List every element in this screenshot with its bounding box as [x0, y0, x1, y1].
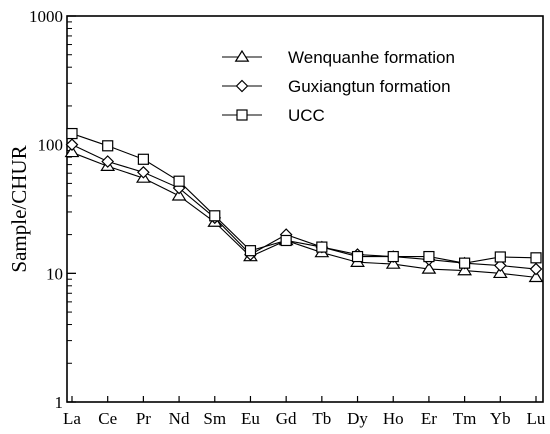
x-tick-label-pr: Pr	[136, 409, 151, 428]
x-tick-label-gd: Gd	[276, 409, 297, 428]
data-point-er	[423, 250, 435, 263]
series-line	[71, 133, 537, 264]
series-2	[65, 138, 543, 276]
data-point-la	[65, 138, 79, 152]
data-point-lu	[530, 252, 542, 264]
legend-item-3: UCC	[222, 106, 325, 125]
data-point-ho	[387, 250, 399, 263]
data-point-tb	[316, 241, 328, 253]
data-point-pr	[137, 153, 149, 165]
x-tick-label-tb: Tb	[312, 409, 331, 428]
y-tick-label: 1	[55, 393, 64, 412]
x-axis-ticks: La Ce Pr Nd Sm Eu Gd Tb Dy Ho Er Tm Yb Lu	[63, 396, 546, 428]
data-point-gd	[280, 234, 292, 247]
data-point-pr	[137, 165, 150, 179]
data-point-nd	[171, 188, 187, 201]
legend-label: Guxiangtun formation	[288, 77, 451, 96]
series-3	[66, 127, 542, 269]
diamond-icon	[235, 79, 249, 93]
x-tick-label-er: Er	[421, 409, 437, 428]
data-point-la	[64, 145, 80, 158]
x-tick-label-la: La	[63, 409, 81, 428]
x-tick-label-ho: Ho	[383, 409, 404, 428]
data-point-tm	[459, 257, 471, 269]
square-icon	[236, 109, 248, 121]
triangle-icon	[234, 49, 250, 62]
x-tick-label-lu: Lu	[527, 409, 546, 428]
x-tick-label-nd: Nd	[169, 409, 190, 428]
x-tick-label-yb: Yb	[490, 409, 511, 428]
data-point-sm	[209, 210, 221, 222]
y-tick-label: 100	[38, 136, 64, 155]
x-tick-label-ce: Ce	[98, 409, 117, 428]
data-point-yb	[493, 259, 507, 272]
data-point-nd	[173, 175, 185, 187]
data-point-ce	[102, 140, 114, 152]
legend-label: Wenquanhe formation	[288, 48, 455, 67]
y-tick-label: 10	[46, 264, 63, 283]
data-point-yb	[492, 266, 508, 279]
series-1	[64, 145, 544, 283]
y-axis-label: Sample/CHUR	[7, 145, 31, 272]
y-axis-ticks: 1 10 100 1000	[29, 7, 76, 412]
x-tick-label-dy: Dy	[347, 409, 368, 428]
x-tick-label-eu: Eu	[241, 409, 260, 428]
data-point-dy	[351, 250, 364, 263]
data-point-eu	[244, 245, 257, 257]
legend-label: UCC	[288, 106, 325, 125]
data-point-er	[421, 261, 437, 274]
series-layer	[64, 127, 544, 283]
data-point-la	[66, 127, 78, 140]
legend: Wenquanhe formation Guxiangtun formation U…	[222, 48, 455, 125]
plot-axes	[66, 15, 544, 403]
x-tick-label-tm: Tm	[453, 409, 477, 428]
legend-item-1: Wenquanhe formation	[222, 48, 455, 67]
data-point-tm	[457, 263, 472, 276]
data-point-lu	[528, 270, 544, 283]
x-tick-label-sm: Sm	[203, 409, 226, 428]
y-tick-label: 1000	[29, 7, 63, 26]
data-point-ce	[101, 155, 115, 168]
plot-frame	[66, 15, 544, 403]
data-point-lu	[529, 262, 543, 276]
legend-item-2: Guxiangtun formation	[222, 77, 451, 96]
data-point-yb	[494, 251, 506, 263]
data-point-ho	[385, 256, 401, 269]
